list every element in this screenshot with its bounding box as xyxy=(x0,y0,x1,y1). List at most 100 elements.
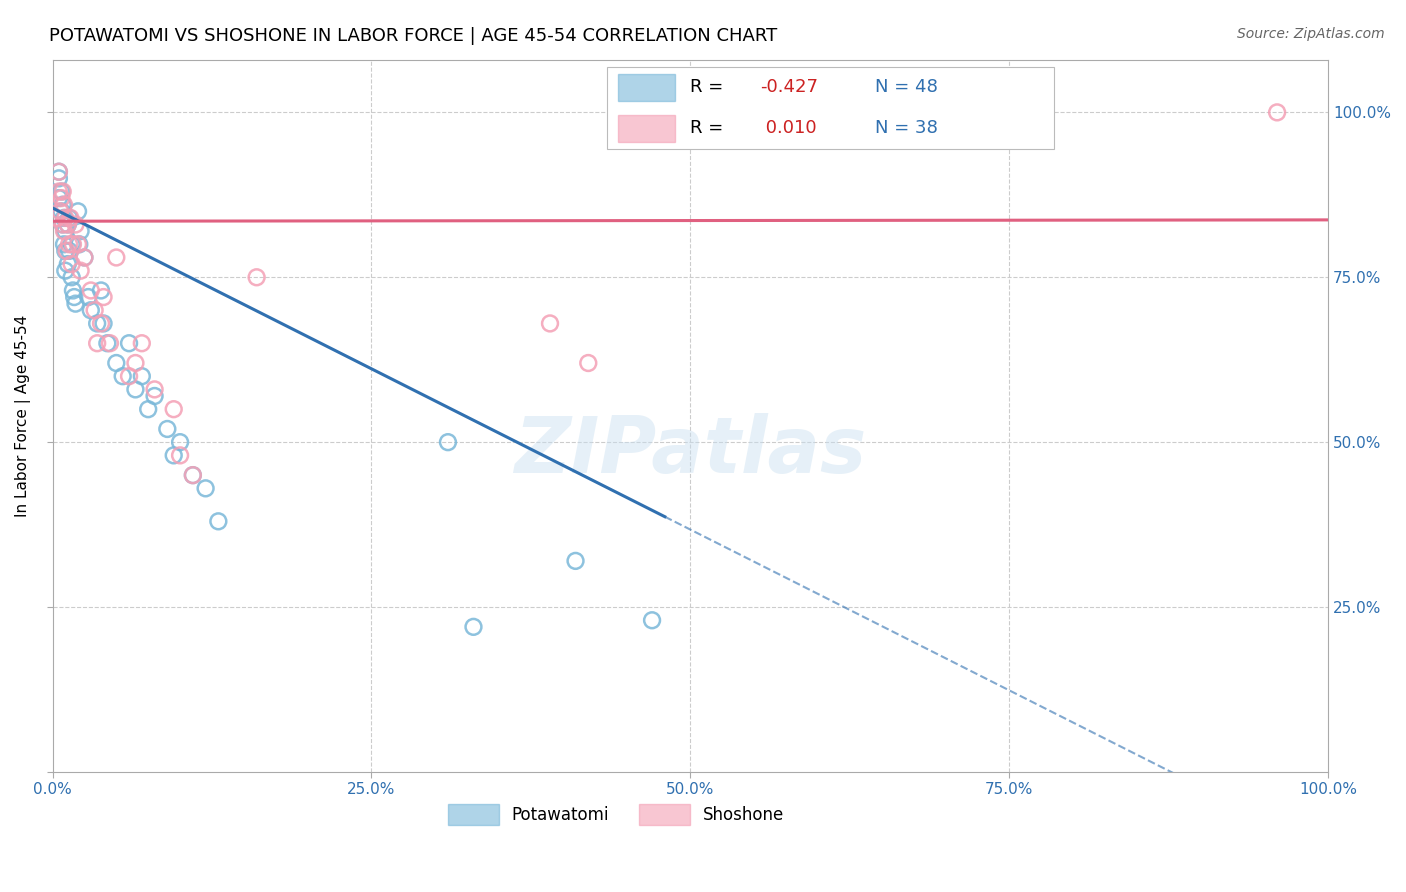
FancyBboxPatch shape xyxy=(607,67,1054,149)
Point xyxy=(48,171,70,186)
Point xyxy=(576,356,599,370)
Point xyxy=(207,514,229,528)
Point xyxy=(56,218,79,232)
Point xyxy=(53,197,76,211)
Point xyxy=(65,296,87,310)
Text: Shoshone: Shoshone xyxy=(703,805,785,823)
Point xyxy=(52,197,75,211)
Point xyxy=(56,218,79,232)
Point xyxy=(163,402,186,417)
Point xyxy=(86,336,108,351)
FancyBboxPatch shape xyxy=(617,74,675,101)
Point xyxy=(53,237,76,252)
Point xyxy=(52,185,75,199)
Point xyxy=(49,204,72,219)
Point xyxy=(69,224,91,238)
Point xyxy=(73,251,96,265)
FancyBboxPatch shape xyxy=(449,804,499,825)
Point xyxy=(58,211,80,225)
Point xyxy=(181,468,204,483)
Text: ZIPatlas: ZIPatlas xyxy=(515,413,866,490)
Point xyxy=(48,165,70,179)
Point xyxy=(48,191,70,205)
Point xyxy=(65,218,87,232)
Point xyxy=(77,290,100,304)
Point xyxy=(98,336,121,351)
Point xyxy=(143,389,166,403)
Point xyxy=(63,290,86,304)
Point xyxy=(51,185,73,199)
Point xyxy=(51,204,73,219)
Point xyxy=(53,263,76,277)
Point xyxy=(60,270,83,285)
Point xyxy=(156,422,179,436)
Y-axis label: In Labor Force | Age 45-54: In Labor Force | Age 45-54 xyxy=(15,315,31,516)
Point xyxy=(52,218,75,232)
Point xyxy=(105,356,128,370)
Point xyxy=(80,284,103,298)
Point xyxy=(83,303,105,318)
Point xyxy=(51,191,73,205)
Point xyxy=(111,369,134,384)
Point xyxy=(56,257,79,271)
Point xyxy=(67,237,90,252)
Text: Potawatomi: Potawatomi xyxy=(512,805,609,823)
Point xyxy=(69,263,91,277)
Point xyxy=(90,284,112,298)
Point xyxy=(641,613,664,627)
Point xyxy=(53,211,76,225)
Point xyxy=(136,402,159,417)
Point xyxy=(45,211,67,225)
Point xyxy=(163,448,186,462)
Point xyxy=(118,369,141,384)
Text: R =: R = xyxy=(690,120,730,137)
Point xyxy=(463,620,485,634)
Point xyxy=(53,244,76,258)
Point xyxy=(67,204,90,219)
Point xyxy=(124,356,146,370)
Point xyxy=(246,270,269,285)
Text: N = 48: N = 48 xyxy=(876,78,938,96)
Point xyxy=(93,290,115,304)
Point xyxy=(1265,105,1288,120)
Point xyxy=(131,336,153,351)
Point xyxy=(53,224,76,238)
FancyBboxPatch shape xyxy=(640,804,690,825)
Point xyxy=(60,257,83,271)
Point xyxy=(124,383,146,397)
Point xyxy=(53,224,76,238)
Point xyxy=(437,435,460,450)
Text: R =: R = xyxy=(690,78,730,96)
Point xyxy=(181,468,204,483)
Text: POTAWATOMI VS SHOSHONE IN LABOR FORCE | AGE 45-54 CORRELATION CHART: POTAWATOMI VS SHOSHONE IN LABOR FORCE | … xyxy=(49,27,778,45)
Point xyxy=(131,369,153,384)
Point xyxy=(58,237,80,252)
Point xyxy=(86,317,108,331)
Point xyxy=(48,165,70,179)
Point xyxy=(67,237,90,252)
Point xyxy=(80,303,103,318)
Point xyxy=(194,481,217,495)
Point xyxy=(169,448,191,462)
Point xyxy=(52,218,75,232)
Text: N = 38: N = 38 xyxy=(876,120,938,137)
Point xyxy=(564,554,586,568)
Point xyxy=(96,336,118,351)
Text: 0.010: 0.010 xyxy=(761,120,817,137)
Point xyxy=(93,317,115,331)
Point xyxy=(48,185,70,199)
Point xyxy=(90,317,112,331)
Point xyxy=(53,211,76,225)
Point xyxy=(60,237,83,252)
Text: -0.427: -0.427 xyxy=(761,78,818,96)
Point xyxy=(62,284,84,298)
Point xyxy=(169,435,191,450)
Point xyxy=(55,244,77,258)
Point xyxy=(105,251,128,265)
Point xyxy=(73,251,96,265)
Point xyxy=(59,211,82,225)
Point xyxy=(118,336,141,351)
Point xyxy=(538,317,561,331)
Point xyxy=(58,244,80,258)
Text: Source: ZipAtlas.com: Source: ZipAtlas.com xyxy=(1237,27,1385,41)
